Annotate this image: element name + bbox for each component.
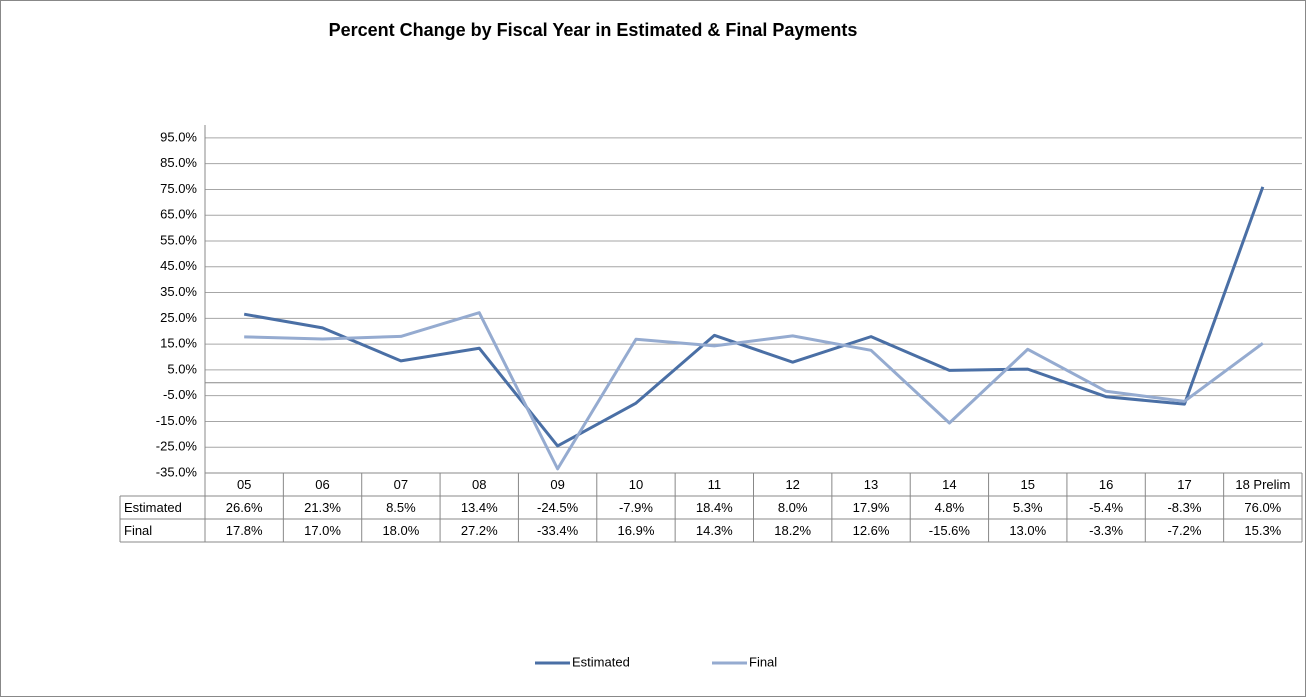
table-cell: 4.8% xyxy=(935,500,965,515)
table-cell: 13.4% xyxy=(461,500,498,515)
x-tick-label: 12 xyxy=(785,477,799,492)
x-tick-label: 16 xyxy=(1099,477,1113,492)
y-tick-label: 35.0% xyxy=(160,284,197,299)
x-tick-label: 09 xyxy=(550,477,564,492)
y-tick-label: -25.0% xyxy=(156,439,198,454)
table-cell: 17.0% xyxy=(304,523,341,538)
x-tick-label: 11 xyxy=(708,477,722,492)
table-cell: -15.6% xyxy=(929,523,971,538)
x-tick-label: 13 xyxy=(864,477,878,492)
table-cell: -8.3% xyxy=(1167,500,1201,515)
y-tick-label: -15.0% xyxy=(156,413,198,428)
table-cell: 18.2% xyxy=(774,523,811,538)
y-tick-label: 25.0% xyxy=(160,310,197,325)
table-cell: 8.5% xyxy=(386,500,416,515)
y-tick-label: 95.0% xyxy=(160,129,197,144)
table-cell: 17.8% xyxy=(226,523,263,538)
legend-label: Final xyxy=(749,654,777,669)
y-tick-label: 75.0% xyxy=(160,181,197,196)
table-row-label: Estimated xyxy=(124,500,182,515)
x-tick-label: 14 xyxy=(942,477,956,492)
y-tick-label: 5.0% xyxy=(167,361,197,376)
y-tick-label: 55.0% xyxy=(160,232,197,247)
x-tick-label: 15 xyxy=(1021,477,1035,492)
table-cell: -7.2% xyxy=(1167,523,1201,538)
y-tick-label: 45.0% xyxy=(160,258,197,273)
data-line xyxy=(243,186,1265,448)
legend-label: Estimated xyxy=(572,654,630,669)
table-cell: -33.4% xyxy=(537,523,579,538)
x-tick-label: 10 xyxy=(629,477,643,492)
y-tick-label: 15.0% xyxy=(160,336,197,351)
chart-title: Percent Change by Fiscal Year in Estimat… xyxy=(329,20,858,40)
table-cell: -5.4% xyxy=(1089,500,1123,515)
table-cell: 8.0% xyxy=(778,500,808,515)
x-tick-label: 17 xyxy=(1177,477,1191,492)
table-cell: 14.3% xyxy=(696,523,733,538)
table-cell: 18.4% xyxy=(696,500,733,515)
table-cell: 12.6% xyxy=(853,523,890,538)
table-cell: 17.9% xyxy=(853,500,890,515)
table-cell: -24.5% xyxy=(537,500,579,515)
table-cell: -7.9% xyxy=(619,500,653,515)
table-cell: 26.6% xyxy=(226,500,263,515)
y-tick-label: -5.0% xyxy=(163,387,197,402)
y-tick-label: 85.0% xyxy=(160,155,197,170)
data-line xyxy=(244,311,1264,471)
table-row-label: Final xyxy=(124,523,152,538)
x-tick-label: 08 xyxy=(472,477,486,492)
table-cell: 15.3% xyxy=(1244,523,1281,538)
table-cell: -3.3% xyxy=(1089,523,1123,538)
table-cell: 16.9% xyxy=(618,523,655,538)
table-cell: 13.0% xyxy=(1009,523,1046,538)
table-cell: 27.2% xyxy=(461,523,498,538)
table-cell: 76.0% xyxy=(1244,500,1281,515)
y-tick-label: 65.0% xyxy=(160,207,197,222)
table-cell: 21.3% xyxy=(304,500,341,515)
x-tick-label: 18 Prelim xyxy=(1235,477,1290,492)
x-tick-label: 05 xyxy=(237,477,251,492)
table-cell: 5.3% xyxy=(1013,500,1043,515)
x-tick-label: 06 xyxy=(315,477,329,492)
table-cell: 18.0% xyxy=(382,523,419,538)
y-tick-label: -35.0% xyxy=(156,464,198,479)
x-tick-label: 07 xyxy=(394,477,408,492)
